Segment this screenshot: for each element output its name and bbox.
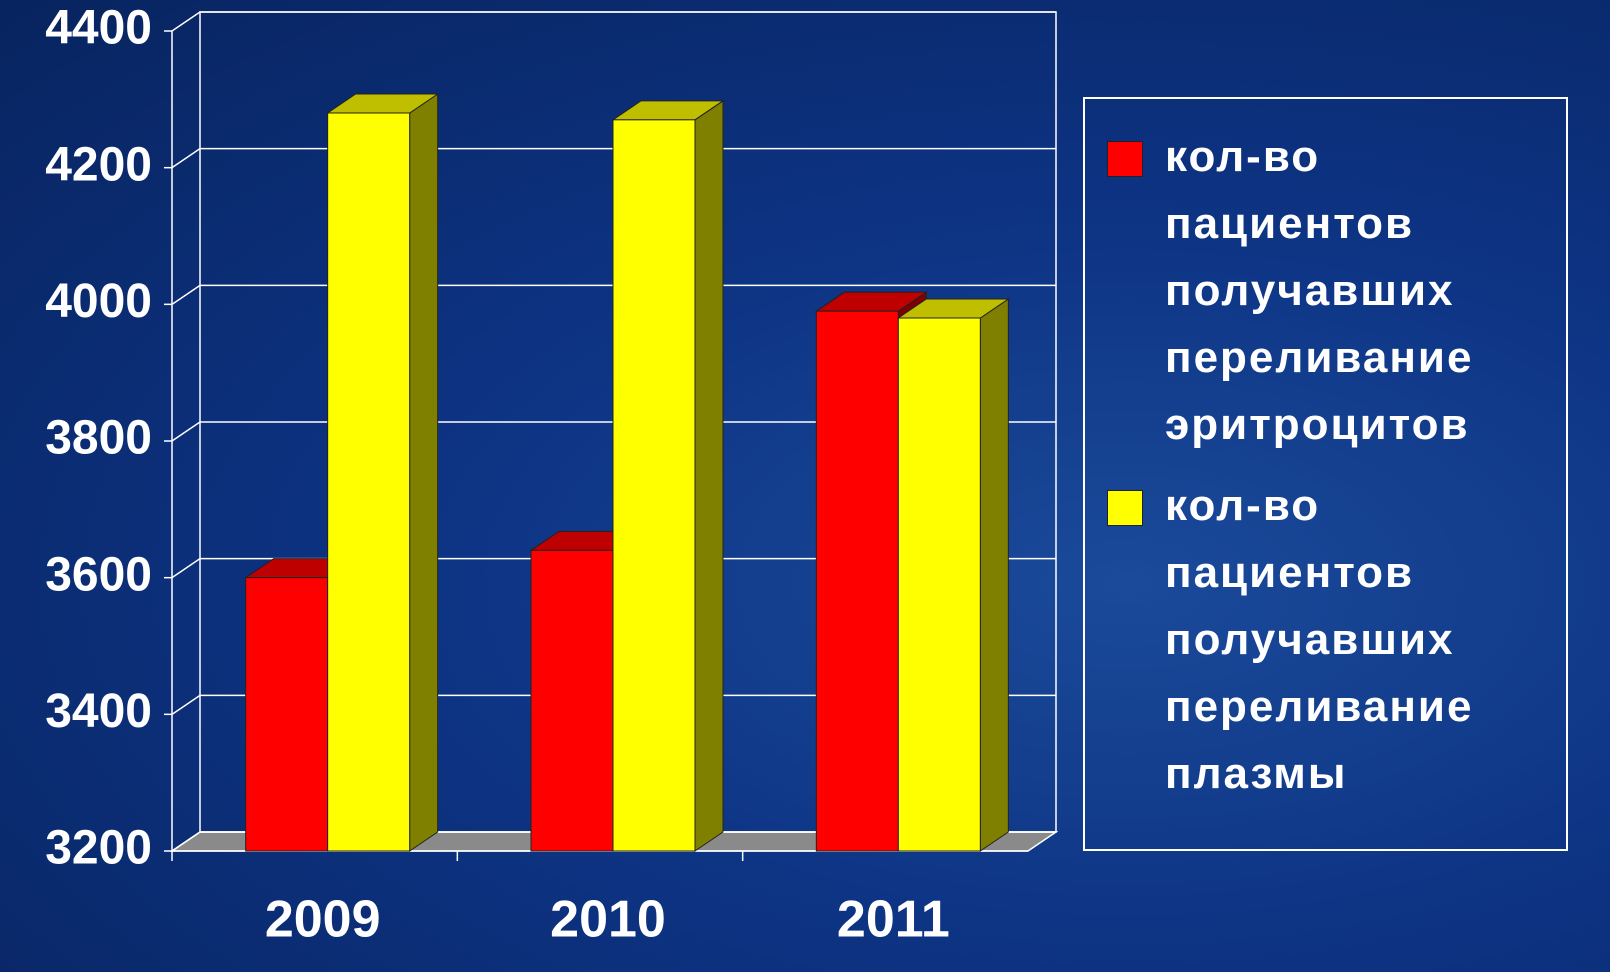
- bar-side: [409, 93, 439, 852]
- grid-line: [171, 831, 1056, 852]
- bar-front: [530, 549, 614, 852]
- x-tick-label: 2009: [265, 891, 381, 949]
- bar-front: [612, 119, 696, 852]
- grid-line: [171, 11, 1056, 32]
- legend: кол-во пациентов получавших переливание …: [1083, 97, 1568, 851]
- y-tick-label: 4400: [45, 2, 152, 55]
- bar: [611, 99, 725, 852]
- y-tick-label: 3200: [45, 822, 152, 875]
- bar-side: [979, 298, 1009, 852]
- legend-label: кол-во пациентов получавших переливание …: [1165, 481, 1474, 798]
- grid-line: [171, 694, 1056, 715]
- x-tick-label: 2011: [837, 891, 950, 949]
- y-tick-label: 4000: [45, 275, 152, 328]
- y-tick-label: 4200: [45, 138, 152, 191]
- bar-front: [245, 577, 329, 852]
- x-tick-label: 2010: [550, 891, 666, 949]
- y-tick-label: 3400: [45, 685, 152, 738]
- bar: [896, 298, 1010, 852]
- legend-entry: кол-во пациентов получавших переливание …: [1107, 472, 1566, 807]
- bar-front: [327, 112, 411, 852]
- bar-side: [694, 99, 724, 852]
- legend-entry: кол-во пациентов получавших переливание …: [1107, 123, 1566, 458]
- bar: [326, 93, 440, 852]
- grid-line: [171, 147, 1056, 169]
- grid-line: [171, 421, 1056, 442]
- legend-swatch: [1107, 141, 1143, 177]
- y-tick-label: 3600: [45, 548, 152, 601]
- grid-line: [171, 557, 1056, 579]
- grid-line: [171, 284, 1056, 305]
- bar-front: [815, 310, 899, 852]
- legend-label: кол-во пациентов получавших переливание …: [1165, 132, 1474, 449]
- legend-swatch: [1107, 490, 1143, 526]
- y-tick-label: 3800: [45, 412, 152, 465]
- bar-front: [897, 317, 981, 852]
